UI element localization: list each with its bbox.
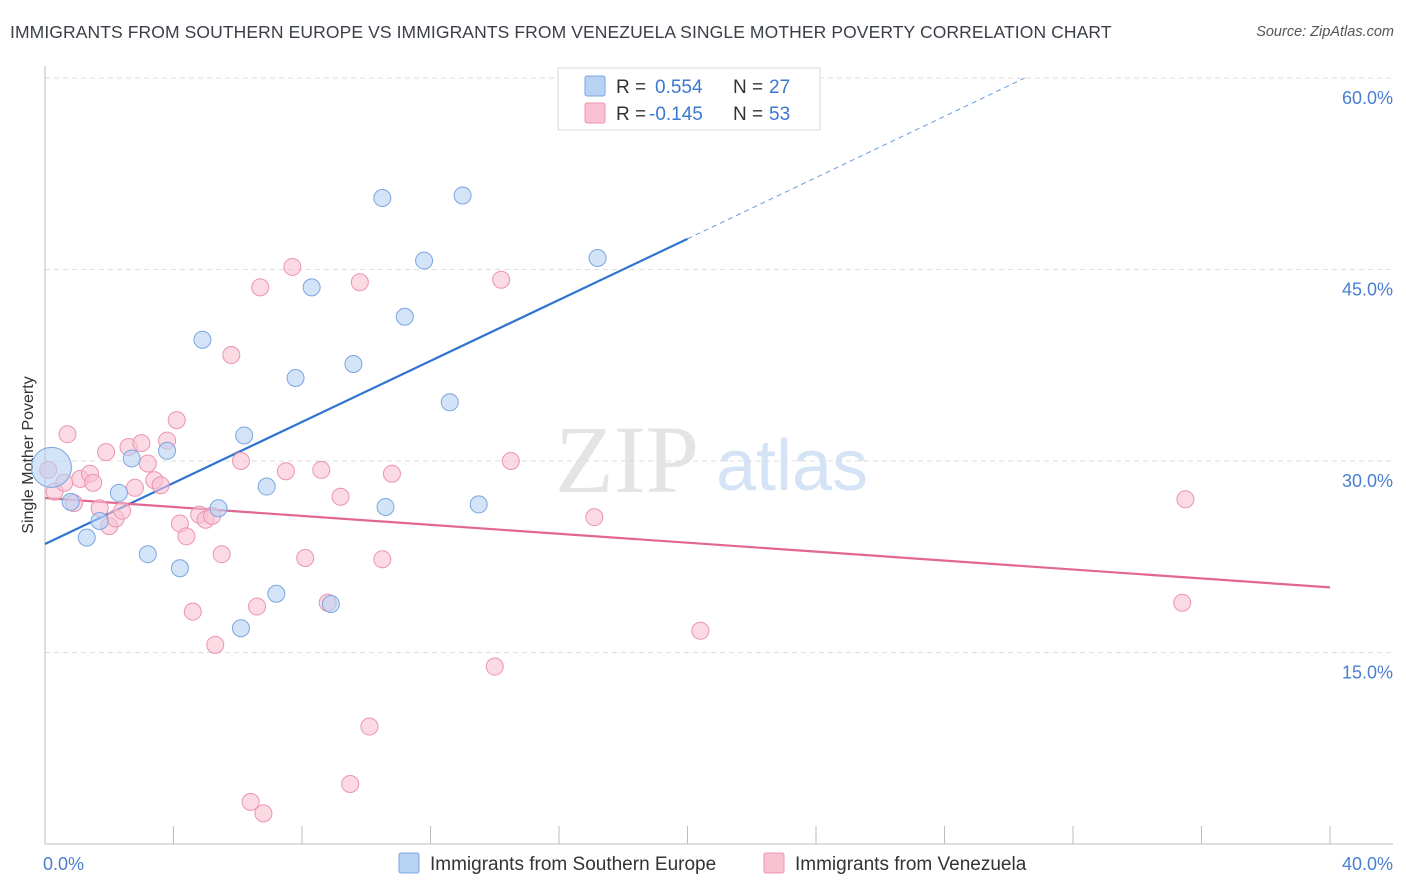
- southern-europe-point: [109, 483, 128, 502]
- venezuela-point: [360, 717, 379, 736]
- southern-europe-point: [267, 584, 286, 603]
- venezuela-point: [183, 602, 202, 621]
- southern-europe-point: [170, 559, 189, 578]
- x-tick-label-max: 40.0%: [1342, 854, 1393, 874]
- southern-europe-point: [257, 477, 276, 496]
- bottom-legend-label-blue: Immigrants from Southern Europe: [430, 854, 716, 875]
- bottom-legend-label-pink: Immigrants from Venezuela: [795, 854, 1027, 875]
- southern-europe-point: [440, 393, 459, 412]
- watermark-atlas: atlas: [716, 426, 868, 506]
- venezuela-point: [373, 550, 392, 569]
- southern-europe-point: [122, 449, 141, 468]
- southern-europe-point: [77, 528, 96, 547]
- venezuela-point: [177, 527, 196, 546]
- venezuela-point: [312, 460, 331, 479]
- venezuela-point: [331, 487, 350, 506]
- southern-europe-points: [30, 186, 607, 638]
- southern-europe-point: [395, 307, 414, 326]
- southern-europe-point: [61, 492, 80, 511]
- venezuela-point: [350, 273, 369, 292]
- southern-europe-point: [90, 512, 109, 531]
- southern-europe-point: [302, 278, 321, 297]
- series-legend: Immigrants from Southern Europe Immigran…: [398, 852, 1027, 875]
- southern-europe-point: [138, 545, 157, 564]
- venezuela-point: [501, 452, 520, 470]
- venezuela-point: [206, 635, 225, 654]
- venezuela-point: [58, 425, 77, 444]
- venezuela-point: [1176, 490, 1195, 509]
- legend-r-label-pink: R =: [616, 104, 646, 125]
- watermark-zip: ZIP: [555, 406, 699, 513]
- venezuela-point: [251, 278, 270, 297]
- southern-europe-point: [376, 497, 395, 516]
- venezuela-point: [125, 478, 144, 497]
- legend-r-value-pink: -0.145: [649, 104, 703, 125]
- gridlines: [45, 77, 1393, 653]
- legend-r-label-blue: R =: [616, 77, 646, 98]
- southern-europe-point: [231, 619, 250, 638]
- trend-lines: [44, 77, 1331, 589]
- legend-n-value-pink: 53: [769, 104, 790, 125]
- southern-europe-point: [588, 249, 607, 268]
- southern-europe-point: [321, 594, 340, 613]
- chart-title: IMMIGRANTS FROM SOUTHERN EUROPE VS IMMIG…: [10, 22, 1112, 42]
- southern-europe-point: [469, 495, 488, 514]
- venezuela-point: [113, 501, 132, 520]
- correlation-legend: R = 0.554 N = 27 R = -0.145 N = 53: [557, 67, 821, 131]
- southern-europe-point: [415, 251, 434, 270]
- southern-europe-point: [344, 354, 363, 373]
- venezuela-point: [97, 443, 116, 462]
- southern-europe-point: [30, 446, 72, 488]
- venezuela-point: [1173, 593, 1192, 612]
- venezuela-point: [212, 545, 231, 564]
- legend-r-value-blue: 0.554: [655, 77, 703, 98]
- source-credit: Source: ZipAtlas.com: [1256, 24, 1394, 40]
- southern-europe-point: [193, 330, 212, 349]
- venezuela-point: [241, 792, 260, 811]
- venezuela-points: [39, 257, 1195, 823]
- y-tick-label: 60.0%: [1342, 88, 1393, 108]
- venezuela-point: [492, 270, 511, 289]
- y-tick-label: 30.0%: [1342, 471, 1393, 491]
- southern-europe-point: [286, 369, 305, 388]
- southern-europe-point: [373, 189, 392, 208]
- legend-swatch-blue: [584, 75, 606, 97]
- venezuela-point: [691, 621, 710, 640]
- southern-europe-point: [209, 499, 228, 518]
- legend-n-label-pink: N =: [733, 104, 763, 125]
- venezuela-point: [138, 454, 157, 473]
- legend-swatch-pink: [584, 102, 606, 124]
- bottom-legend-swatch-pink: [763, 852, 785, 874]
- tick-labels: 15.0% 30.0% 45.0% 60.0% 0.0% 40.0%: [43, 88, 1393, 874]
- venezuela-point: [254, 804, 273, 823]
- southern-europe-point: [158, 441, 177, 460]
- y-axis-label: Single Mother Poverty: [20, 376, 37, 533]
- venezuela-point: [231, 452, 250, 470]
- southern-europe-point: [453, 186, 472, 205]
- venezuela-point: [382, 464, 401, 483]
- y-tick-label: 15.0%: [1342, 663, 1393, 683]
- trend-line-venezuela: [44, 496, 1331, 589]
- trend-line-southern-europe: [44, 237, 688, 545]
- venezuela-point: [167, 411, 186, 430]
- y-tick-label: 45.0%: [1342, 280, 1393, 300]
- venezuela-point: [132, 434, 151, 453]
- bottom-legend-swatch-blue: [398, 852, 420, 874]
- venezuela-point: [296, 549, 315, 568]
- venezuela-point: [248, 597, 267, 616]
- venezuela-point: [585, 508, 604, 527]
- venezuela-point: [276, 462, 295, 481]
- venezuela-point: [485, 657, 504, 676]
- x-tick-label-min: 0.0%: [43, 854, 84, 874]
- legend-n-value-blue: 27: [769, 77, 790, 98]
- venezuela-point: [283, 257, 302, 276]
- venezuela-point: [151, 476, 170, 495]
- venezuela-point: [84, 473, 103, 492]
- venezuela-point: [222, 346, 241, 365]
- venezuela-point: [341, 774, 360, 793]
- southern-europe-point: [235, 426, 254, 445]
- legend-n-label-blue: N =: [733, 77, 763, 98]
